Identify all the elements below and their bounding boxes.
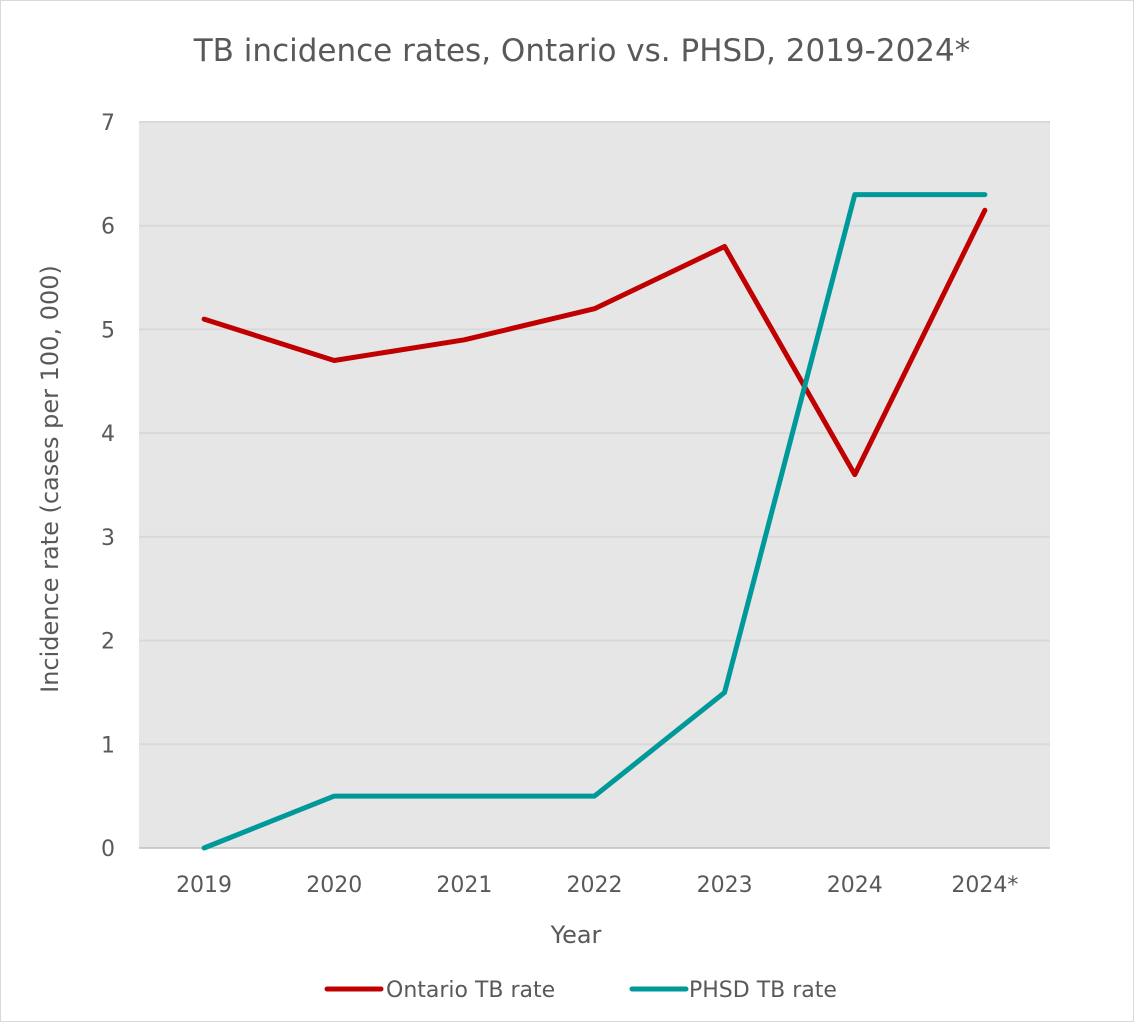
grid-lines (139, 121, 1050, 849)
plot-area (139, 122, 1050, 848)
legend: Ontario TB rate PHSD TB rate (324, 978, 837, 1003)
y-tick-label: 7 (101, 111, 115, 136)
y-tick-label: 4 (101, 422, 115, 447)
y-tick-label: 2 (101, 630, 115, 655)
x-tick-label: 2021 (436, 873, 492, 898)
y-tick-label: 1 (101, 733, 115, 758)
x-tick-label: 2023 (697, 873, 753, 898)
x-tick-label: 2024* (951, 873, 1018, 898)
x-axis-title: Year (550, 921, 602, 949)
series-line-1 (201, 192, 988, 851)
x-tick-label: 2020 (306, 873, 362, 898)
x-tick-label: 2022 (567, 873, 623, 898)
legend-label-0: Ontario TB rate (386, 978, 555, 1003)
series-lines (201, 192, 988, 851)
y-tick-label: 3 (101, 526, 115, 551)
legend-label-1: PHSD TB rate (689, 978, 837, 1003)
y-tick-label: 0 (101, 837, 115, 862)
chart-title: TB incidence rates, Ontario vs. PHSD, 20… (193, 33, 970, 69)
series-line-0 (201, 207, 988, 478)
y-tick-label: 5 (101, 318, 115, 343)
y-axis-ticks: 0 1 2 3 4 5 6 7 (101, 111, 115, 862)
x-axis-ticks: 2019 2020 2021 2022 2023 2024 2024* (176, 873, 1018, 898)
y-axis-title: Incidence rate (cases per 100, 000) (36, 265, 64, 693)
x-tick-label: 2024 (827, 873, 883, 898)
y-tick-label: 6 (101, 215, 115, 240)
x-tick-label: 2019 (176, 873, 232, 898)
